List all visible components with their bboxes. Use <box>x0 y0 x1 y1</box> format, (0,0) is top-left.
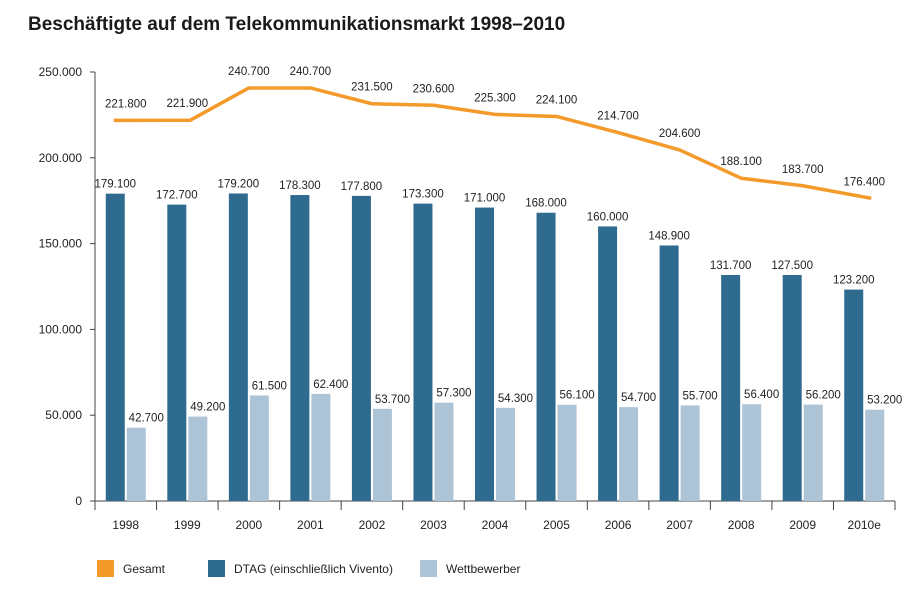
x-tick-label: 2006 <box>605 518 632 532</box>
legend-swatch-dtag <box>208 560 225 577</box>
bar-wettbewerber <box>126 427 146 501</box>
bar-wettbewerber <box>311 393 331 501</box>
data-label-dtag: 127.500 <box>771 260 813 272</box>
x-tick-label: 2004 <box>482 518 509 532</box>
data-label-dtag: 168.000 <box>525 198 567 210</box>
legend-label-gesamt: Gesamt <box>123 561 166 576</box>
bar-dtag <box>782 275 802 501</box>
legend-swatch-gesamt <box>97 560 114 577</box>
data-label-wettbewerber: 42.700 <box>129 413 164 425</box>
bar-dtag <box>844 289 864 501</box>
bar-wettbewerber <box>742 404 762 501</box>
data-label-dtag: 177.800 <box>341 181 383 193</box>
legend-item-dtag: DTAG (einschließlich Vivento) <box>208 560 393 577</box>
data-label-wettbewerber: 49.200 <box>190 402 225 414</box>
x-tick-label: 2001 <box>297 518 324 532</box>
data-label-dtag: 160.000 <box>587 211 629 223</box>
data-label-gesamt: 240.700 <box>228 66 270 78</box>
data-label-dtag: 178.300 <box>279 180 321 192</box>
bar-wettbewerber <box>865 409 885 501</box>
bar-wettbewerber <box>680 405 700 501</box>
x-tick-label: 1999 <box>174 518 201 532</box>
data-label-wettbewerber: 61.500 <box>252 380 287 392</box>
bar-dtag <box>475 207 494 501</box>
bar-wettbewerber <box>496 407 515 501</box>
bar-dtag <box>721 275 741 501</box>
data-label-gesamt: 221.900 <box>167 98 209 110</box>
x-tick-label: 2005 <box>543 518 570 532</box>
bar-wettbewerber <box>249 395 269 501</box>
y-tick-label: 0 <box>75 494 82 508</box>
bar-wettbewerber <box>188 416 208 501</box>
data-label-dtag: 123.200 <box>833 275 875 287</box>
bar-dtag <box>351 195 371 501</box>
bar-dtag <box>105 193 125 501</box>
bar-dtag <box>413 203 433 502</box>
data-label-wettbewerber: 53.700 <box>375 394 410 406</box>
data-label-wettbewerber: 56.400 <box>744 389 779 401</box>
x-tick-label: 2007 <box>666 518 693 532</box>
x-tick-label: 1998 <box>112 518 139 532</box>
y-tick-label: 50.000 <box>45 408 82 422</box>
data-label-gesamt: 204.600 <box>659 128 701 140</box>
data-label-dtag: 131.700 <box>710 260 752 272</box>
bar-wettbewerber <box>372 408 392 501</box>
data-label-gesamt: 231.500 <box>351 82 393 94</box>
bar-wettbewerber <box>434 402 454 501</box>
line-gesamt <box>113 86 872 201</box>
data-label-gesamt: 188.100 <box>720 156 762 168</box>
legend-item-wettbewerber: Wettbewerber <box>420 560 520 577</box>
bar-dtag <box>290 195 310 501</box>
data-label-dtag: 179.100 <box>94 179 136 191</box>
bar-dtag <box>228 193 248 501</box>
bar-wettbewerber <box>557 404 577 501</box>
data-label-wettbewerber: 62.400 <box>313 379 348 391</box>
data-label-wettbewerber: 54.300 <box>498 393 533 405</box>
legend-label-dtag: DTAG (einschließlich Vivento) <box>234 561 393 576</box>
x-tick-label: 2008 <box>728 518 755 532</box>
data-label-gesamt: 224.100 <box>536 94 578 106</box>
data-label-dtag: 172.700 <box>156 190 198 202</box>
data-label-wettbewerber: 56.100 <box>559 390 594 402</box>
data-label-gesamt: 230.600 <box>413 83 455 95</box>
data-label-wettbewerber: 54.700 <box>621 392 656 404</box>
data-label-gesamt: 225.300 <box>474 92 516 104</box>
x-tick-label: 2010e <box>848 518 882 532</box>
y-tick-label: 200.000 <box>39 151 83 165</box>
chart-title: Beschäftigte auf dem Telekommunikationsm… <box>28 14 566 35</box>
data-label-dtag: 173.300 <box>402 189 444 201</box>
bar-wettbewerber <box>619 407 639 501</box>
y-tick-label: 100.000 <box>39 322 83 336</box>
bar-dtag <box>167 204 187 502</box>
data-label-wettbewerber: 56.200 <box>806 390 841 402</box>
legend-item-gesamt: Gesamt <box>97 560 165 577</box>
data-label-wettbewerber: 57.300 <box>436 388 471 400</box>
bar-dtag <box>536 212 556 501</box>
data-label-wettbewerber: 53.200 <box>867 395 902 407</box>
chart-legend: Gesamt DTAG (einschließlich Vivento) Wet… <box>0 560 920 584</box>
y-tick-label: 150.000 <box>39 237 83 251</box>
data-label-gesamt: 221.800 <box>105 98 147 110</box>
data-label-gesamt: 214.700 <box>597 111 639 123</box>
bar-dtag <box>659 245 679 501</box>
data-label-gesamt: 176.400 <box>843 176 885 188</box>
data-label-wettbewerber: 55.700 <box>683 390 718 402</box>
data-label-dtag: 179.200 <box>218 178 260 190</box>
bar-dtag <box>598 226 618 501</box>
x-tick-label: 2000 <box>235 518 262 532</box>
y-tick-label: 250.000 <box>39 65 83 79</box>
data-label-dtag: 171.000 <box>464 193 506 205</box>
x-tick-label: 2003 <box>420 518 447 532</box>
bar-wettbewerber <box>803 404 823 501</box>
data-label-dtag: 148.900 <box>648 230 690 242</box>
legend-label-wettbewerber: Wettbewerber <box>446 561 521 576</box>
x-tick-label: 2009 <box>789 518 816 532</box>
legend-swatch-wettbewerber <box>420 560 437 577</box>
data-label-gesamt: 183.700 <box>782 164 824 176</box>
data-label-gesamt: 240.700 <box>290 66 332 78</box>
x-tick-label: 2002 <box>359 518 386 532</box>
